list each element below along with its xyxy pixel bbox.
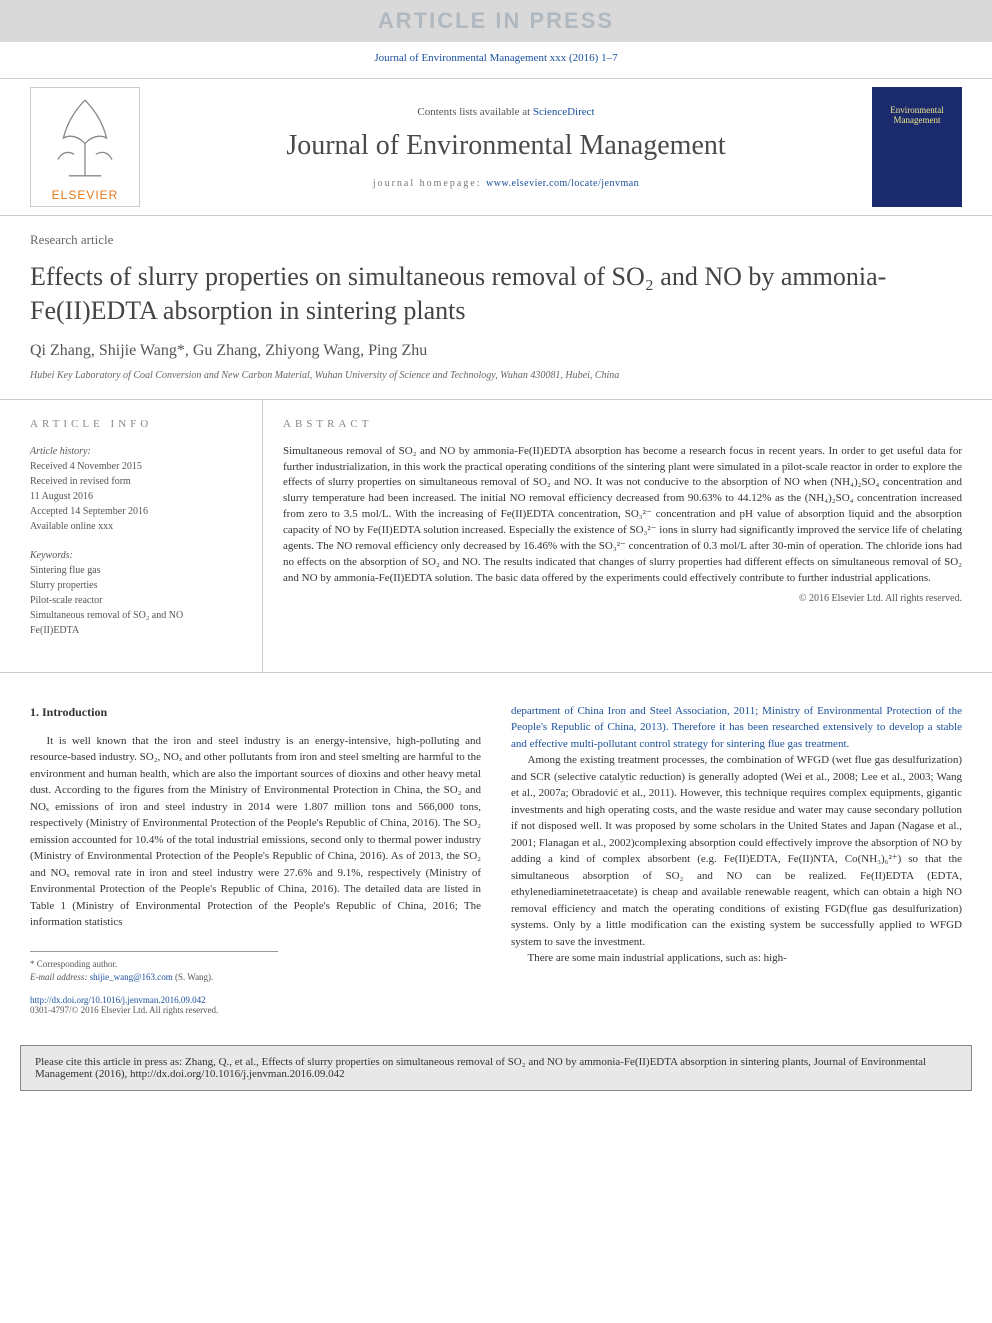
history-line: Accepted 14 September 2016 [30, 504, 242, 519]
body-columns: 1. Introduction It is well known that th… [0, 703, 992, 985]
keyword: Fe(II)EDTA [30, 623, 242, 638]
info-abstract-row: ARTICLE INFO Article history: Received 4… [0, 400, 992, 673]
history-line: 11 August 2016 [30, 489, 242, 504]
contents-available-line: Contents lists available at ScienceDirec… [160, 106, 852, 118]
body-paragraph: It is well known that the iron and steel… [30, 733, 481, 931]
masthead-center: Contents lists available at ScienceDirec… [160, 106, 852, 189]
citation-box: Please cite this article in press as: Zh… [20, 1045, 972, 1091]
article-metadata: Research article Effects of slurry prope… [0, 216, 992, 400]
corresponding-note: * Corresponding author. [30, 958, 278, 972]
article-type: Research article [30, 232, 962, 248]
homepage-link[interactable]: www.elsevier.com/locate/jenvman [486, 178, 639, 189]
abstract-text: Simultaneous removal of SO₂ and NO by am… [283, 444, 962, 587]
email-label: E-mail address: [30, 972, 90, 982]
ref-link[interactable]: department of China Iron and Steel Assoc… [511, 705, 962, 750]
issn-line: 0301-4797/© 2016 Elsevier Ltd. All right… [30, 1005, 962, 1015]
history-label: Article history: [30, 444, 242, 459]
section-heading-intro: 1. Introduction [30, 703, 481, 721]
elsevier-wordmark: ELSEVIER [52, 188, 119, 202]
homepage-prefix: journal homepage: [373, 178, 486, 189]
in-press-banner: ARTICLE IN PRESS [0, 0, 992, 42]
email-line: E-mail address: shijie_wang@163.com (S. … [30, 971, 278, 985]
keyword: Slurry properties [30, 578, 242, 593]
keyword: Pilot-scale reactor [30, 593, 242, 608]
affiliation: Hubei Key Laboratory of Coal Conversion … [30, 370, 962, 393]
article-info-heading: ARTICLE INFO [30, 418, 242, 430]
journal-name: Journal of Environmental Management [160, 130, 852, 162]
body-column-right: department of China Iron and Steel Assoc… [511, 703, 962, 985]
email-suffix: (S. Wang). [173, 972, 214, 982]
sciencedirect-link[interactable]: ScienceDirect [533, 106, 595, 118]
journal-homepage-line: journal homepage: www.elsevier.com/locat… [160, 178, 852, 189]
abstract-copyright: © 2016 Elsevier Ltd. All rights reserved… [283, 593, 962, 604]
doi-link[interactable]: http://dx.doi.org/10.1016/j.jenvman.2016… [30, 995, 206, 1005]
masthead: ELSEVIER Contents lists available at Sci… [0, 78, 992, 216]
body-column-left: 1. Introduction It is well known that th… [30, 703, 481, 985]
abstract-column: ABSTRACT Simultaneous removal of SO₂ and… [262, 400, 962, 672]
body-paragraph: Among the existing treatment processes, … [511, 752, 962, 950]
article-history: Article history: Received 4 November 201… [30, 444, 242, 534]
author-email-link[interactable]: shijie_wang@163.com [90, 972, 173, 982]
journal-ref-link[interactable]: Journal of Environmental Management xxx … [374, 52, 617, 64]
contents-prefix: Contents lists available at [417, 106, 532, 118]
article-title: Effects of slurry properties on simultan… [30, 260, 962, 328]
keywords-block: Keywords: Sintering flue gas Slurry prop… [30, 548, 242, 638]
history-line: Available online xxx [30, 519, 242, 534]
elsevier-tree-icon [31, 88, 139, 188]
body-paragraph: department of China Iron and Steel Assoc… [511, 703, 962, 753]
history-line: Received 4 November 2015 [30, 459, 242, 474]
history-line: Received in revised form [30, 474, 242, 489]
authors-line: Qi Zhang, Shijie Wang*, Gu Zhang, Zhiyon… [30, 342, 962, 360]
journal-cover-thumbnail[interactable]: Environmental Management [872, 87, 962, 207]
abstract-heading: ABSTRACT [283, 418, 962, 430]
article-info-column: ARTICLE INFO Article history: Received 4… [30, 400, 262, 672]
keyword: Sintering flue gas [30, 563, 242, 578]
cover-title: Environmental Management [872, 105, 962, 125]
keyword: Simultaneous removal of SO₂ and NO [30, 608, 242, 623]
doi-block: http://dx.doi.org/10.1016/j.jenvman.2016… [0, 985, 992, 1035]
keywords-label: Keywords: [30, 548, 242, 563]
elsevier-logo[interactable]: ELSEVIER [30, 87, 140, 207]
corresponding-author-footnote: * Corresponding author. E-mail address: … [30, 951, 278, 985]
body-paragraph: There are some main industrial applicati… [511, 950, 962, 967]
journal-reference: Journal of Environmental Management xxx … [0, 42, 992, 78]
